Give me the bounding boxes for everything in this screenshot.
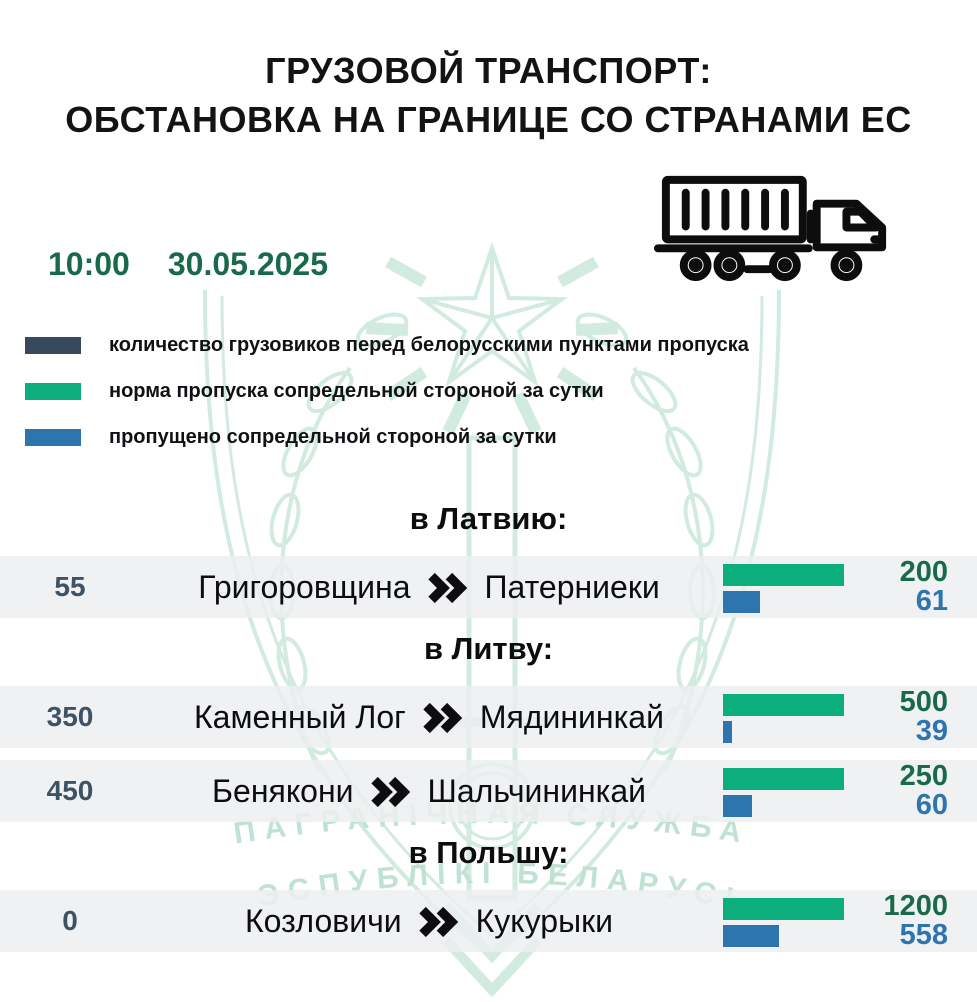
checkpoint-row: 0 Козловичи Кукурыки 1200 558 bbox=[0, 890, 977, 952]
bars bbox=[723, 890, 844, 952]
passed-bar bbox=[723, 925, 779, 947]
legend-label: норма пропуска сопредельной стороной за … bbox=[109, 379, 604, 402]
destination-header: в Польшу: bbox=[408, 835, 569, 870]
checkpoint-row: 55 Григоровщина Патерниеки 200 61 bbox=[0, 556, 977, 618]
bars bbox=[723, 556, 844, 618]
legend-swatch-icon bbox=[25, 428, 81, 446]
group-rows: 0 Козловичи Кукурыки 1200 558 bbox=[0, 890, 977, 952]
destination-header: в Литву: bbox=[423, 631, 554, 666]
to-checkpoint-label: Мядининкай bbox=[479, 698, 664, 735]
truck-icon bbox=[653, 175, 887, 282]
route: Бенякони Шальчининкай bbox=[140, 760, 718, 822]
page-title-line1: ГРУЗОВОЙ ТРАНСПОРТ: bbox=[265, 50, 712, 91]
bars bbox=[723, 760, 844, 822]
to-checkpoint-label: Кукурыки bbox=[475, 902, 613, 939]
norm-bar bbox=[723, 564, 844, 586]
passed-value: 39 bbox=[915, 715, 948, 747]
norm-bar bbox=[723, 768, 844, 790]
norm-value: 200 bbox=[899, 556, 948, 588]
passed-bar bbox=[723, 721, 732, 743]
queue-count: 0 bbox=[62, 905, 78, 936]
values: 1200 558 bbox=[768, 890, 948, 952]
route: Каменный Лог Мядининкай bbox=[140, 686, 718, 748]
passed-value: 60 bbox=[915, 789, 948, 821]
norm-value: 1200 bbox=[883, 890, 948, 922]
legend-item: количество грузовиков перед белорусскими… bbox=[25, 333, 749, 356]
to-checkpoint-label: Шальчининкай bbox=[427, 772, 646, 809]
sections: в Латвию: 55 Григоровщина Патерниеки 200… bbox=[0, 500, 977, 964]
norm-value: 500 bbox=[899, 686, 948, 718]
group-rows: 55 Григоровщина Патерниеки 200 61 bbox=[0, 556, 977, 618]
passed-bar bbox=[723, 591, 760, 613]
from-checkpoint-label: Григоровщина bbox=[198, 568, 411, 605]
values: 500 39 bbox=[768, 686, 948, 748]
date-label: 30.05.2025 bbox=[167, 246, 328, 282]
legend-item: пропущено сопредельной стороной за сутки bbox=[25, 425, 749, 448]
legend-label: пропущено сопредельной стороной за сутки bbox=[109, 425, 557, 448]
norm-bar bbox=[723, 898, 844, 920]
legend: количество грузовиков перед белорусскими… bbox=[25, 333, 749, 474]
legend-swatch-icon bbox=[25, 336, 81, 354]
legend-item: норма пропуска сопредельной стороной за … bbox=[25, 379, 749, 402]
double-chevron-right-icon bbox=[427, 573, 467, 603]
double-chevron-right-icon bbox=[370, 777, 410, 807]
double-chevron-right-icon bbox=[423, 703, 463, 733]
legend-swatch-icon bbox=[25, 382, 81, 400]
destination-group: в Латвию: 55 Григоровщина Патерниеки 200… bbox=[0, 500, 977, 618]
double-chevron-right-icon bbox=[418, 907, 458, 937]
checkpoint-row: 450 Бенякони Шальчининкай 250 60 bbox=[0, 760, 977, 822]
norm-value: 250 bbox=[899, 760, 948, 792]
group-rows: 350 Каменный Лог Мядининкай 500 39 450 Б… bbox=[0, 686, 977, 822]
queue-count: 55 bbox=[54, 571, 86, 602]
norm-bar bbox=[723, 694, 844, 716]
report-datetime: 10:00 30.05.2025 bbox=[48, 246, 328, 283]
page-title: ГРУЗОВОЙ ТРАНСПОРТ: ОБСТАНОВКА НА ГРАНИЦ… bbox=[0, 46, 977, 144]
queue-count: 450 bbox=[46, 775, 94, 806]
route: Григоровщина Патерниеки bbox=[140, 556, 718, 618]
passed-bar bbox=[723, 795, 752, 817]
bars bbox=[723, 686, 844, 748]
checkpoint-row: 350 Каменный Лог Мядининкай 500 39 bbox=[0, 686, 977, 748]
from-checkpoint-label: Каменный Лог bbox=[194, 698, 406, 735]
passed-value: 558 bbox=[899, 919, 948, 951]
from-checkpoint-label: Козловичи bbox=[245, 902, 402, 939]
page-title-line2: ОБСТАНОВКА НА ГРАНИЦЕ СО СТРАНАМИ ЕС bbox=[65, 99, 912, 140]
passed-value: 61 bbox=[915, 585, 948, 617]
route: Козловичи Кукурыки bbox=[140, 890, 718, 952]
from-checkpoint-label: Бенякони bbox=[212, 772, 354, 809]
destination-header: в Латвию: bbox=[409, 501, 568, 536]
values: 200 61 bbox=[768, 556, 948, 618]
to-checkpoint-label: Патерниеки bbox=[484, 568, 660, 605]
destination-group: в Польшу: 0 Козловичи Кукурыки 1200 558 bbox=[0, 834, 977, 952]
destination-group: в Литву: 350 Каменный Лог Мядининкай 500… bbox=[0, 630, 977, 822]
values: 250 60 bbox=[768, 760, 948, 822]
time-label: 10:00 bbox=[48, 246, 130, 282]
legend-label: количество грузовиков перед белорусскими… bbox=[109, 333, 749, 356]
queue-count: 350 bbox=[46, 701, 94, 732]
